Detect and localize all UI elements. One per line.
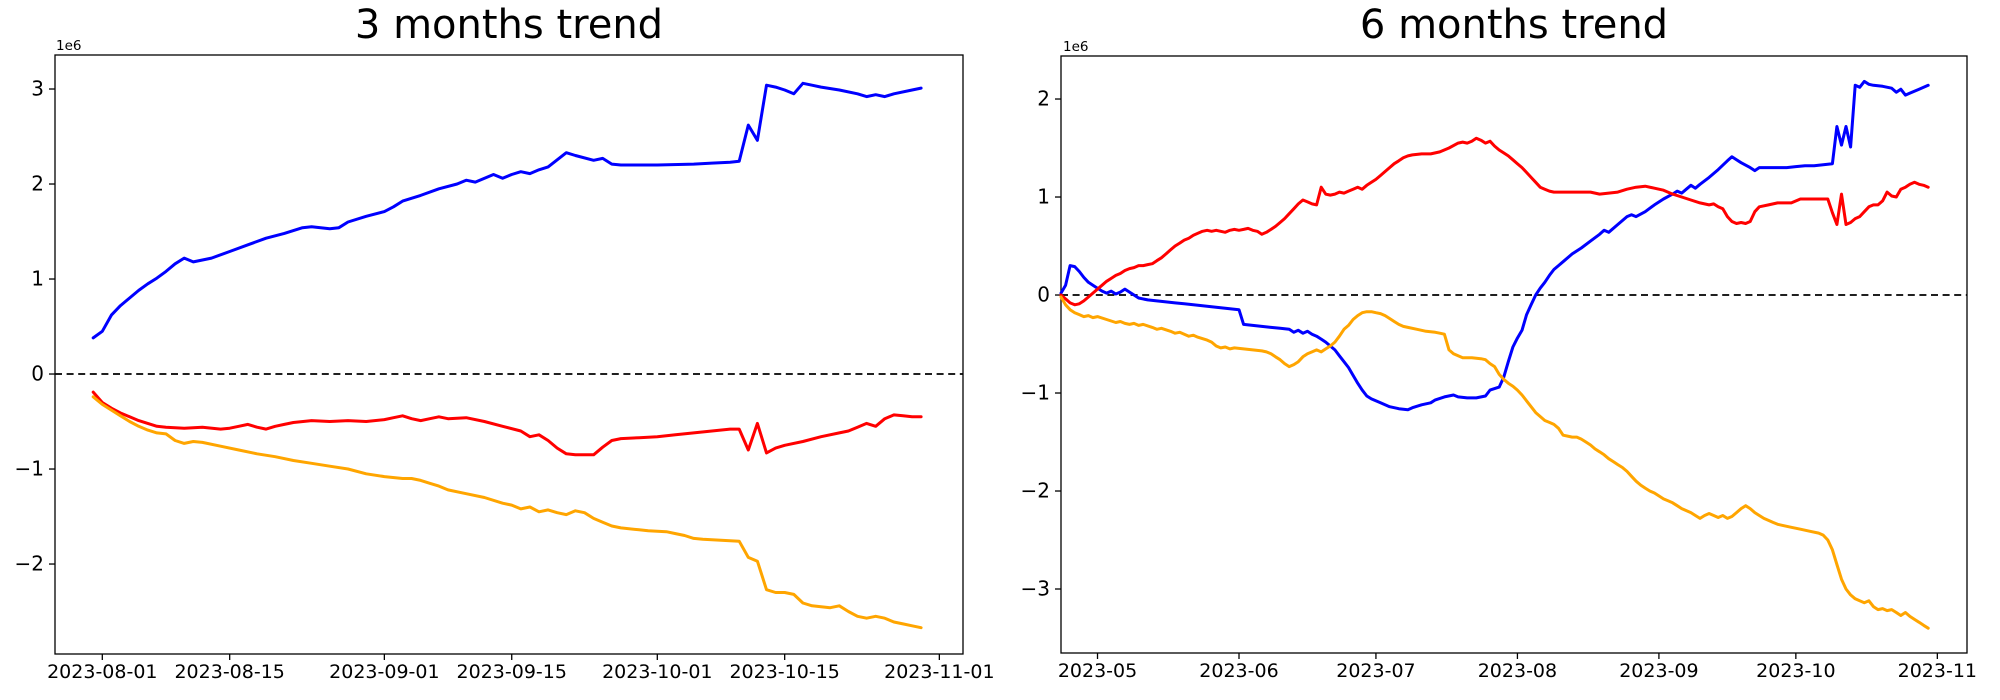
- y-axis-offset-label-right: 1e6: [1063, 39, 1089, 55]
- y-tick-label: −1: [1021, 381, 1050, 405]
- series-line-blue: [1059, 79, 1930, 412]
- plot-border: [54, 54, 964, 655]
- x-tick-label: 2023-07: [1336, 660, 1415, 682]
- plot-border: [1060, 55, 1968, 654]
- y-tick-label: 1: [1037, 185, 1050, 209]
- y-tick-label: 0: [1037, 283, 1050, 307]
- x-tick-label: 2023-06: [1199, 660, 1278, 682]
- y-tick-label: −2: [15, 552, 44, 576]
- x-tick-label: 2023-11-01: [884, 661, 994, 683]
- y-axis-offset-label-left: 1e6: [56, 38, 82, 54]
- x-tick-label: 2023-10-01: [602, 661, 712, 683]
- x-tick-label: 2023-05: [1058, 660, 1137, 682]
- y-tick-label: 1: [31, 267, 44, 291]
- x-tick-label: 2023-08-15: [174, 661, 284, 683]
- y-tick-label: 3: [31, 77, 44, 101]
- y-tick-label: 2: [31, 172, 44, 196]
- series-line-orange: [1059, 295, 1930, 630]
- x-tick-label: 2023-10-15: [729, 661, 839, 683]
- y-tick-label: 0: [31, 362, 44, 386]
- x-tick-label: 2023-08-01: [47, 661, 157, 683]
- y-tick-label: −2: [1021, 479, 1050, 503]
- y-tick-label: 2: [1037, 87, 1050, 111]
- series-line-blue: [91, 81, 923, 340]
- x-tick-label: 2023-09-01: [329, 661, 439, 683]
- x-tick-label: 2023-10: [1756, 660, 1835, 682]
- chart-title-6-months: 6 months trend: [1359, 2, 1669, 48]
- y-tick-label: −3: [1021, 577, 1050, 601]
- chart-title-3-months: 3 months trend: [354, 2, 664, 48]
- series-line-red: [91, 390, 923, 457]
- x-tick-label: 2023-08: [1478, 660, 1557, 682]
- series-line-red: [1059, 136, 1930, 307]
- x-tick-label: 2023-11: [1898, 660, 1977, 682]
- x-tick-label: 2023-09-15: [457, 661, 567, 683]
- x-tick-label: 2023-09: [1619, 660, 1698, 682]
- y-tick-label: −1: [15, 457, 44, 481]
- series-line-orange: [91, 395, 923, 630]
